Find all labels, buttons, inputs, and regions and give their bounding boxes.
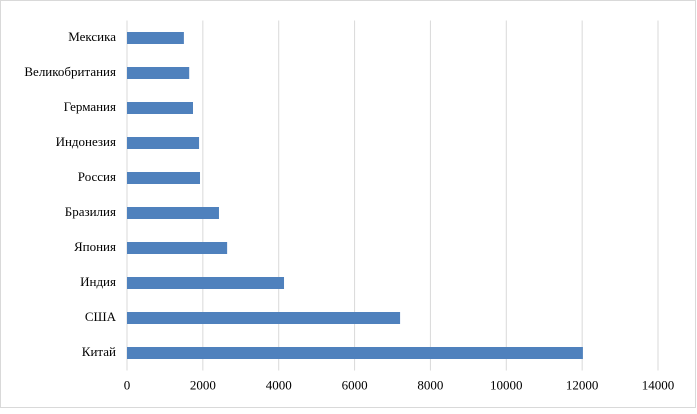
y-tick-label: Индия [80,274,116,289]
bar [127,207,219,219]
y-tick-label: Германия [64,99,116,114]
x-tick-label: 14000 [642,377,675,392]
bar [127,67,190,79]
x-tick-label: 10000 [490,377,523,392]
bar [127,312,401,324]
y-tick-label: Бразилия [65,204,116,219]
y-tick-label: Мексика [68,29,116,44]
bar [127,172,201,184]
bar [127,137,200,149]
x-tick-label: 4000 [266,377,292,392]
y-tick-label: США [85,309,117,324]
x-tick-label: 8000 [417,377,443,392]
x-tick-label: 12000 [566,377,599,392]
y-tick-label: Япония [74,239,116,254]
bar [127,347,583,359]
x-tick-label: 6000 [342,377,368,392]
y-tick-label: Индонезия [56,134,116,149]
bar [127,102,193,114]
y-tick-label: Великобритания [24,64,116,79]
y-tick-label: Китай [82,344,116,359]
bar [127,277,285,289]
y-tick-label: Россия [78,169,116,184]
x-tick-label: 2000 [190,377,216,392]
bar [127,32,184,44]
x-tick-label: 0 [124,377,131,392]
bar [127,242,228,254]
